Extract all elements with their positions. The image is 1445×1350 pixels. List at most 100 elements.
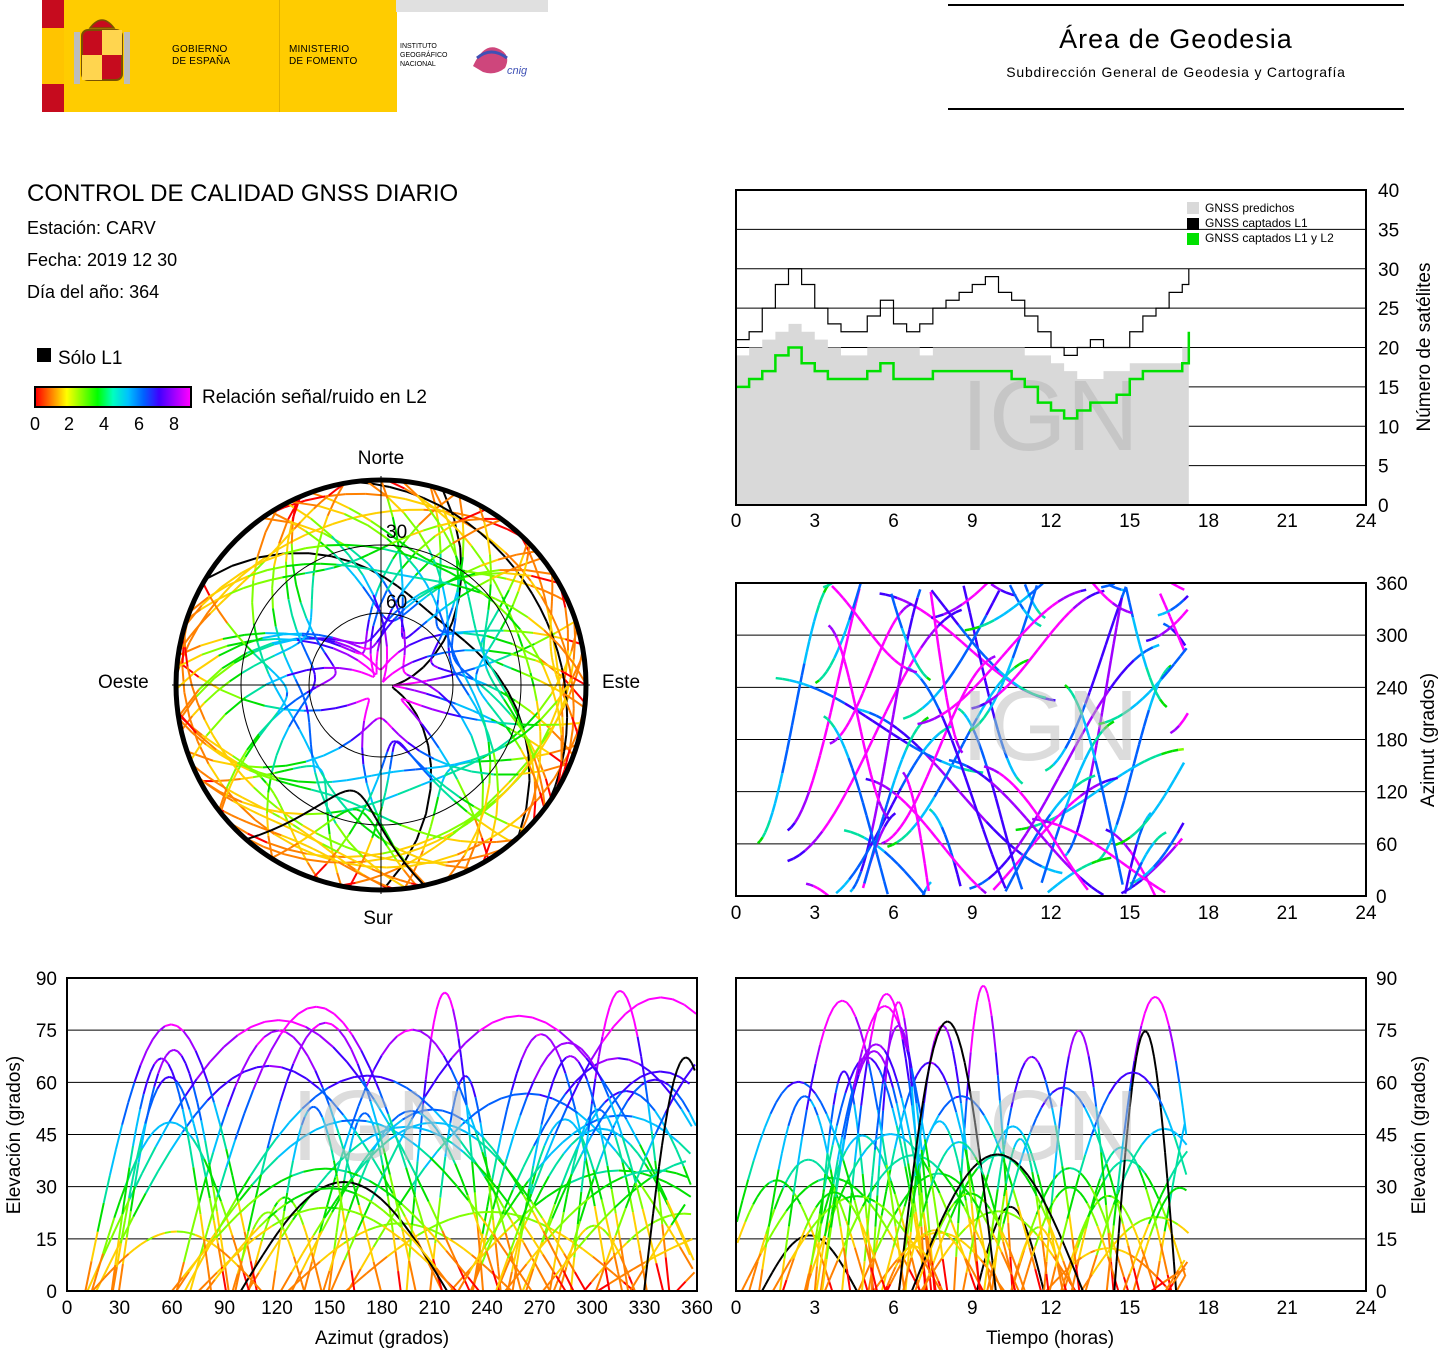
elev-az-track-segment [197,1177,207,1206]
sky-track-segment [245,820,254,826]
azimuth-track-segment [787,857,794,863]
elev-az-track-segment [270,1179,283,1189]
sky-track-segment [203,719,214,736]
elev-az-track-segment [675,1149,685,1167]
sky-track-segment [305,705,310,714]
sky-track-segment [358,804,369,812]
elev-az-track-segment [115,1243,122,1268]
elev-az-track-segment [144,1109,151,1124]
sky-track-segment [220,753,236,765]
sky-track-segment [379,526,390,535]
azimuth-track-segment [1179,638,1187,647]
azimuth-track-segment [836,665,843,682]
elev-az-track-segment [561,1173,573,1197]
sky-track-segment [286,669,307,677]
sky-track-segment [421,704,433,711]
elev-time-track-segment [830,1104,835,1120]
sky-track-segment [538,747,542,766]
sky-track-segment [199,770,210,779]
elev-az-track-segment [541,1218,554,1243]
azimuth-track-segment [1178,719,1185,727]
elev-az-track-segment [526,1080,535,1098]
elev-az-track-segment [418,1254,430,1265]
azimuth-track-segment [1114,586,1122,591]
elev-az-track-segment [258,1217,269,1228]
azimuth-track-segment [960,640,969,648]
elev-time-track-segment [889,1180,896,1195]
sky-track-segment [366,700,370,705]
elev-az-track-segment [520,1048,528,1060]
elev-az-track-segment [625,1118,641,1146]
sky-track-segment [275,779,289,785]
elev-time-track-segment [747,1265,756,1279]
elev-az-track-segment [602,1144,609,1167]
azimuth-track-segment [1054,821,1063,838]
elev-time-track-segment [894,1193,901,1209]
sky-track-segment [563,734,568,753]
elev-az-track-segment [341,1119,355,1123]
azimuth-track-segment [1079,790,1088,798]
elev-az-track-segment [585,1226,590,1231]
elev-time-track-segment [946,1084,953,1098]
sky-track-segment [355,877,371,884]
sky-track-segment [574,664,581,681]
azimuth-track-segment [957,745,962,751]
elev-az-track-segment [97,1277,106,1286]
sky-track-segment [441,789,455,802]
sky-track-segment [403,747,411,755]
azimuth-track-segment [969,885,977,890]
azimuth-track-segment [928,808,934,813]
elev-az-track-segment [328,1181,337,1186]
sky-track-segment [274,686,283,700]
elev-az-track-segment [372,1129,385,1137]
elev-az-track-segment [553,1107,568,1136]
sky-track-segment [370,810,377,819]
sky-track-segment [385,835,393,846]
azimuth-track-segment [818,675,824,682]
elev-az-track-segment [525,1250,539,1265]
sky-track-segment [405,864,416,877]
azimuth-track-segment [834,588,841,595]
sky-track-segment [454,605,459,619]
azimuth-track-segment [992,828,1002,837]
azimuth-track-segment [1015,871,1021,881]
azimuth-track-segment [1161,629,1168,636]
elev-az-track-segment [389,1131,402,1141]
elev-az-track-segment [279,1197,284,1201]
sky-track-segment [356,791,362,797]
azimuth-track-segment [861,686,867,695]
elev-time-track-segment [832,1001,839,1009]
elev-az-track-segment [347,1268,362,1292]
sky-track-segment [207,763,223,786]
elev-az-track-segment [182,1030,191,1040]
azimuth-track-segment [882,718,891,725]
sky-track-segment [483,662,488,670]
gobierno-line2: DE ESPAÑA [172,56,231,67]
sky-track-segment [230,768,240,784]
elev-time-track-segment [1019,1168,1027,1177]
elev-time-track-segment [1102,1177,1108,1206]
elev-az-track-segment [580,1135,587,1146]
azimuth-track-segment [963,713,969,719]
elev-az-track-segment [626,997,632,1008]
azimuth-track-segment [1077,813,1084,826]
elev-az-track-segment [382,1209,393,1220]
elev-az-track-segment [357,1086,368,1107]
elev-az-track-segment [132,1192,147,1218]
elev-az-track-segment [285,1031,294,1038]
y-tick-label: 15 [36,1230,57,1251]
azimuth-track-segment [1161,831,1167,836]
sky-track-segment [505,726,515,739]
elev-az-track-segment [397,1118,413,1146]
sky-track-segment [362,863,373,870]
azimuth-track-segment [877,801,883,808]
elev-time-track-segment [933,1245,941,1262]
sky-track-segment [503,698,511,710]
sky-track-segment [436,521,452,528]
elev-az-track-segment [349,1142,362,1153]
azimuth-track-segment [1035,608,1041,614]
azimuth-track-segment [985,602,994,616]
elev-az-track-segment [610,1188,617,1214]
elev-az-track-segment [285,1234,290,1243]
azimuth-track-segment [889,714,895,731]
